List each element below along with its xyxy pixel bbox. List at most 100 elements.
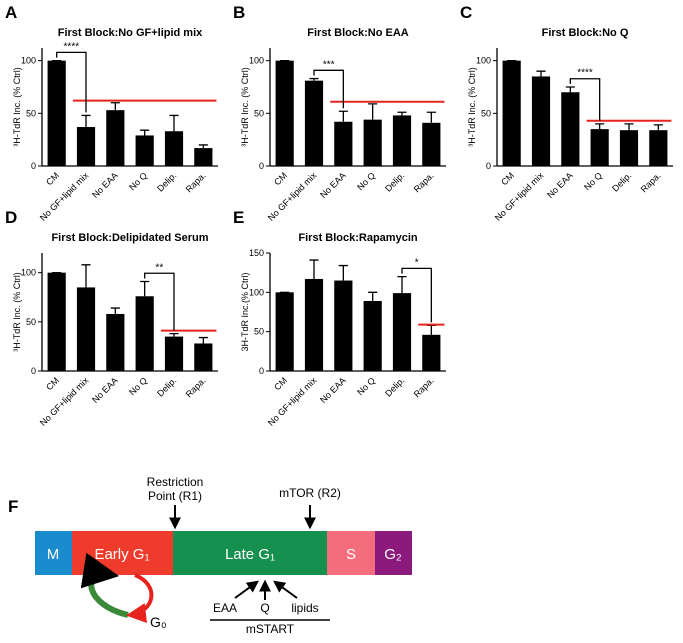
significance-label: * [415,257,419,268]
y-tick-label: 100 [21,56,36,66]
bar [531,76,551,166]
error-bar [110,307,120,314]
x-tick-label: Delip. [610,170,633,193]
x-tick-label: Rapa. [639,170,663,194]
bar [135,135,154,166]
input-label: EAA [213,601,237,615]
error-bar [624,123,634,131]
error-bar [140,129,150,136]
y-tick-label: 100 [249,56,264,66]
significance-label: **** [64,41,80,52]
y-axis-label: ³H-TdR Inc. (% Ctrl) [12,272,22,352]
error-bar [653,124,663,131]
bar [304,278,324,371]
x-tick-label: CM [44,375,61,392]
chart-title: First Block:No EAA [307,27,409,39]
error-bar [565,86,575,93]
chart-panel: A First Block:No GF+lipid mix ³H-TdR Inc. … [5,3,218,223]
chart-panel: D First Block:Delipidated Serum ³H-TdR Inc… [5,208,218,428]
phase-late-g1 [173,531,327,575]
panel-letter: A [5,3,17,22]
error-bar [397,275,407,294]
y-tick-label: 50 [254,108,264,118]
x-tick-label: No EAA [318,170,348,200]
bar [619,130,639,166]
x-tick-label: No EAA [90,170,120,200]
bar [47,272,66,371]
x-tick-label: No EAA [90,375,120,405]
error-bar [595,123,605,130]
bar [561,92,580,166]
x-tick-label: No Q [127,375,149,397]
y-axis-label: ³H-TdR Inc. (% Ctrl) [240,67,250,147]
error-bar [169,114,179,132]
bar [194,343,213,371]
bar [76,127,96,166]
error-bar [110,102,120,111]
error-bar [338,264,348,281]
x-tick-label: Rapa. [412,375,436,399]
error-bar [81,114,91,128]
chart-title: First Block:No Q [542,27,629,39]
y-tick-label: 100 [476,56,491,66]
bar [590,129,609,166]
phase-m [35,531,72,575]
footer-label: mSTART [246,622,295,636]
bar [334,280,353,371]
bar [422,122,441,166]
error-bar [426,111,436,123]
phase-label: Late G₁ [225,546,275,563]
y-tick-label: 50 [254,327,264,337]
y-tick-label: 150 [249,248,264,258]
bar [649,130,668,166]
significance-bracket [401,267,432,323]
y-tick-label: 0 [31,161,36,171]
input-label: lipids [291,601,318,615]
bar [334,121,353,166]
significance-bracket [569,78,601,121]
y-tick-label: 0 [259,366,264,376]
diagram: F M Early G₁ Late G₁ S G₂ Restriction Poi… [8,475,412,636]
bar [363,119,382,166]
bar [392,115,412,166]
phase-label: Early G₁ [94,546,149,563]
bar [135,296,154,371]
r1-label: Restriction Point (R1) [147,475,204,503]
r2-label: mTOR (R2) [279,486,341,500]
phase-label: M [47,546,60,563]
panel-letter: D [5,208,17,227]
significance-bracket [313,69,344,109]
y-tick-label: 100 [249,287,264,297]
y-axis-label: ³H-TdR Inc. (% Ctrl) [467,67,477,147]
phase-s [327,531,375,575]
input-label: Q [260,601,269,615]
bar [275,60,294,167]
error-bar [140,280,150,297]
chart-title: First Block:Delipidated Serum [51,232,208,244]
phase-label: S [346,546,356,563]
error-bar [198,144,208,149]
x-tick-label: No EAA [545,170,575,200]
significance-bracket [56,51,87,113]
bar [422,334,441,371]
bar [275,292,294,371]
x-tick-label: No EAA [318,375,348,405]
arrow [234,580,259,599]
y-tick-label: 0 [486,161,491,171]
error-bar [536,70,546,77]
y-tick-label: 50 [26,108,36,118]
bar [194,148,213,166]
significance-label: ** [155,262,163,273]
bar [502,60,521,167]
error-bar [368,103,378,120]
significance-label: **** [577,68,593,79]
significance-label: *** [323,59,335,70]
y-axis-label: ³H-TdR Inc. (% Ctrl) [12,67,22,147]
bar [47,60,66,167]
x-tick-label: Rapa. [184,170,208,194]
bar [106,110,125,166]
x-tick-label: No Q [355,170,377,192]
x-tick-label: Rapa. [412,170,436,194]
error-bar [309,77,319,81]
